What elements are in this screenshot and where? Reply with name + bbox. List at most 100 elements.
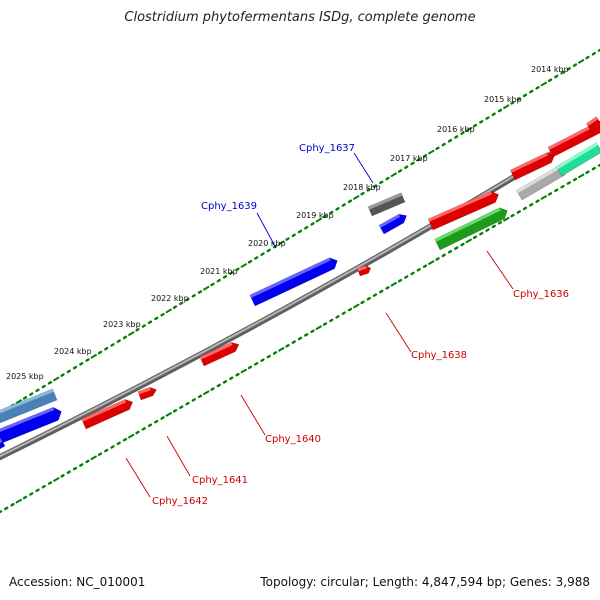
scale-tick [397,169,403,173]
scale-tick [285,343,290,348]
scale-tick [72,466,78,471]
scale-tick [347,307,353,312]
scale-tick [122,437,128,442]
leader-line [256,212,277,249]
scale-tick [560,184,565,189]
scale-tick [172,409,178,413]
scale-tick [341,203,346,207]
scale-tick [422,154,428,158]
gene-label-cphy-1641[interactable]: Cphy_1641 [192,475,248,486]
scale-tick [547,192,553,196]
gene-feature [199,342,240,367]
scale-tick [529,203,534,207]
scale-tick [254,362,259,366]
scale-tick [503,216,510,222]
genome-summary-text: Topology: circular; Length: 4,847,594 bp… [260,575,590,589]
scale-tick [566,67,571,71]
scale-tick [360,300,365,305]
scale-tick [191,294,196,298]
scale-tick [185,297,190,302]
scale-tick [310,222,315,226]
scale-tick [272,351,278,355]
accession-text: Accession: NC_010001 [9,575,146,589]
gene-feature [555,142,600,177]
gene-feature [81,399,134,430]
scale-label: 2021 kbp [200,267,238,276]
scale-tick [479,120,484,124]
scale-tick [66,470,71,474]
scale-tick [315,217,322,223]
scale-tick [516,210,521,214]
map-title: Clostridium phytofermentans ISDg, comple… [124,10,476,25]
scale-label: 2022 kbp [151,294,189,303]
scale-tick [266,354,271,359]
scale-tick [522,93,528,98]
scale-tick [554,188,559,193]
scale-tick [122,335,128,340]
gene-feature [0,406,62,444]
scale-label: 2024 kbp [54,347,92,356]
scale-tick [485,228,490,232]
scale-tick [165,412,172,417]
scale-tick [210,282,215,287]
scale-tick [554,74,559,79]
scale-tick [53,376,60,382]
scale-tick [179,301,184,306]
scale-tick [360,191,365,196]
scale-tick [41,484,46,489]
gene-label-cphy-1639[interactable]: Cphy_1639 [201,201,257,212]
scale-tick [185,401,190,406]
gene-label-cphy-1636[interactable]: Cphy_1636 [513,289,569,300]
scale-tick [97,350,103,355]
scale-tick [390,282,397,287]
leader-line [125,457,151,498]
gene-label-cphy-1637[interactable]: Cphy_1637 [299,143,355,154]
gene-feature [585,116,600,133]
gene-feature [378,213,408,235]
scale-tick [372,293,378,297]
scale-label: 2019 kbp [296,211,334,220]
scale-tick [379,289,384,294]
scale-tick [240,368,247,374]
scale-tick [60,474,65,478]
scale-tick [97,452,103,456]
scale-tick [147,423,153,428]
scale-tick [179,405,184,409]
scale-tick [322,214,328,219]
scale-tick [385,176,390,181]
outer-scale-ticks [0,48,600,415]
scale-tick [141,324,146,328]
scale-tick [203,285,210,291]
scale-tick [341,311,346,315]
scale-tick [47,380,53,385]
scale-label: 2025 kbp [6,372,44,381]
gene-feature [509,152,555,181]
gene-label-cphy-1642[interactable]: Cphy_1642 [152,496,208,507]
scale-tick [291,233,296,238]
scale-tick [529,89,534,94]
scale-tick [291,340,296,344]
gene-label-cphy-1640[interactable]: Cphy_1640 [265,434,321,445]
scale-tick [47,481,53,485]
scale-tick [116,339,121,343]
scale-tick [497,221,503,225]
scale-tick [278,347,285,352]
scale-label: 2015 kbp [484,95,522,104]
scale-tick [335,315,340,319]
scale-label: 2023 kbp [103,320,141,329]
scale-tick [491,224,496,229]
scale-tick [422,264,428,268]
scale-tick [154,316,159,321]
gene-label-cphy-1638[interactable]: Cphy_1638 [411,350,467,361]
scale-tick [472,123,478,128]
scale-tick [428,260,435,265]
gene-feature [427,191,499,231]
scale-tick [447,249,453,254]
scale-tick [516,97,521,101]
scale-tick [203,390,210,395]
scale-tick [465,127,472,132]
scale-tick [229,271,234,275]
scale-tick [435,257,440,261]
scale-tick [110,445,115,449]
scale-tick [491,112,496,117]
